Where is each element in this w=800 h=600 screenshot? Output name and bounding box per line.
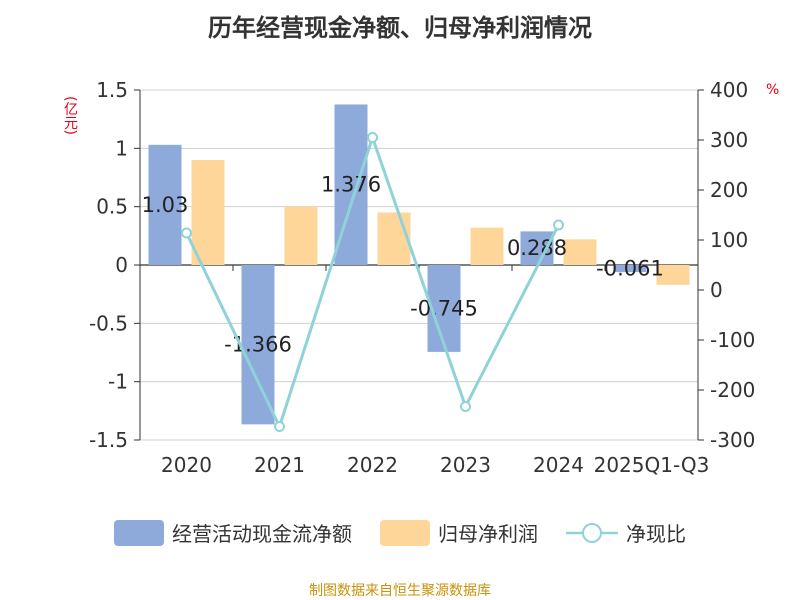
legend-label-ratio: 净现比 [626, 522, 686, 546]
y-tick-label: 0 [115, 253, 128, 277]
bar-netprofit [470, 227, 504, 265]
legend-item-cashflow[interactable]: 经营活动现金流净额 [114, 518, 352, 547]
bar-cashflow [148, 144, 182, 265]
bar-netprofit [377, 212, 411, 265]
y-tick-label: -1.5 [89, 428, 128, 452]
ratio-point [367, 132, 378, 143]
legend-label-cashflow: 经营活动现金流净额 [172, 522, 352, 546]
y-tick-label: 0.5 [96, 195, 128, 219]
legend: 经营活动现金流净额 归母净利润 净现比 [0, 518, 800, 547]
y-tick-label: -0.5 [89, 311, 128, 335]
legend-swatch-cashflow [114, 519, 164, 546]
bar-cashflow [613, 265, 647, 273]
y-tick-label: 1 [115, 136, 128, 160]
legend-swatch-netprofit [380, 519, 430, 546]
bar-netprofit [284, 206, 318, 265]
ratio-point [274, 421, 285, 432]
left-axis-unit: (亿元) [62, 96, 78, 135]
x-tick-label: 2025Q1-Q3 [594, 453, 710, 477]
bar-cashflow [241, 265, 275, 425]
x-tick-label: 2021 [254, 453, 305, 477]
y2-tick-label: -100 [710, 328, 755, 352]
bar-netprofit [563, 239, 597, 265]
bar-netprofit [656, 265, 690, 285]
data-label: -1.366 [224, 333, 292, 357]
right-axis-unit: % [766, 82, 780, 98]
data-label: 1.03 [142, 193, 189, 217]
y2-tick-label: -300 [710, 428, 755, 452]
y2-tick-label: 200 [710, 178, 748, 202]
y-tick-label: 1.5 [96, 78, 128, 102]
x-tick-label: 2024 [533, 453, 584, 477]
x-tick-label: 2022 [347, 453, 398, 477]
data-label: -0.061 [596, 257, 664, 281]
legend-item-ratio[interactable]: 净现比 [566, 518, 686, 547]
source-footer: 制图数据来自恒生聚源数据库 [309, 583, 491, 599]
y2-tick-label: 300 [710, 128, 748, 152]
data-label: -0.745 [410, 296, 478, 320]
x-tick-label: 2023 [440, 453, 491, 477]
ratio-point [181, 227, 192, 239]
legend-label-netprofit: 归母净利润 [438, 522, 538, 546]
ratio-point [460, 401, 471, 412]
bar-netprofit [191, 160, 225, 265]
y-tick-label: -1 [108, 370, 128, 394]
ratio-point [553, 219, 564, 231]
data-label: 1.376 [321, 173, 381, 197]
y2-tick-label: -200 [710, 378, 755, 402]
chart-title: 历年经营现金净额、归母净利润情况 [208, 14, 592, 42]
x-tick-label: 2020 [161, 453, 212, 477]
y2-tick-label: 0 [710, 278, 723, 302]
y2-tick-label: 100 [710, 228, 748, 252]
y2-tick-label: 400 [710, 78, 748, 102]
legend-item-netprofit[interactable]: 归母净利润 [380, 518, 538, 547]
legend-swatch-ratio [566, 522, 618, 543]
data-label: 0.288 [507, 236, 567, 260]
